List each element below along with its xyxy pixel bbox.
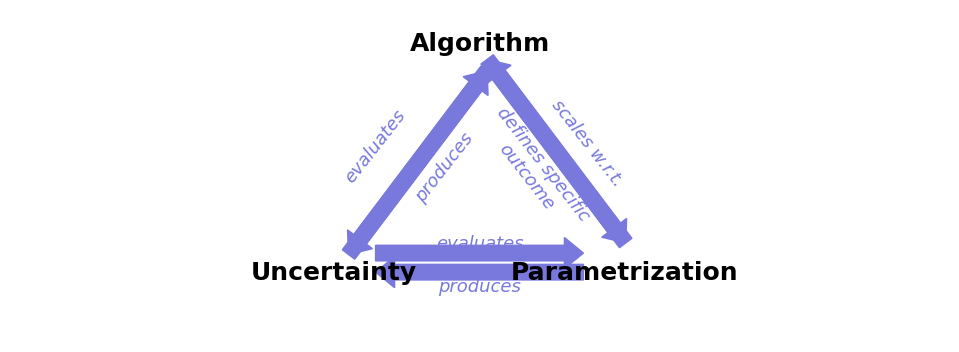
FancyArrow shape xyxy=(376,257,583,288)
Text: scales w.r.t.: scales w.r.t. xyxy=(548,96,626,190)
FancyArrow shape xyxy=(376,238,583,269)
FancyArrow shape xyxy=(486,59,632,248)
FancyArrow shape xyxy=(342,71,488,259)
Text: defines specific
outcome: defines specific outcome xyxy=(477,104,594,238)
Text: produces: produces xyxy=(412,129,478,206)
Text: evaluates: evaluates xyxy=(435,234,524,252)
Text: Algorithm: Algorithm xyxy=(409,32,550,56)
Text: Parametrization: Parametrization xyxy=(511,261,738,285)
Text: produces: produces xyxy=(438,278,521,296)
FancyArrow shape xyxy=(347,66,493,254)
FancyArrow shape xyxy=(480,55,626,243)
Text: evaluates: evaluates xyxy=(341,107,409,187)
Text: Uncertainty: Uncertainty xyxy=(251,261,417,285)
